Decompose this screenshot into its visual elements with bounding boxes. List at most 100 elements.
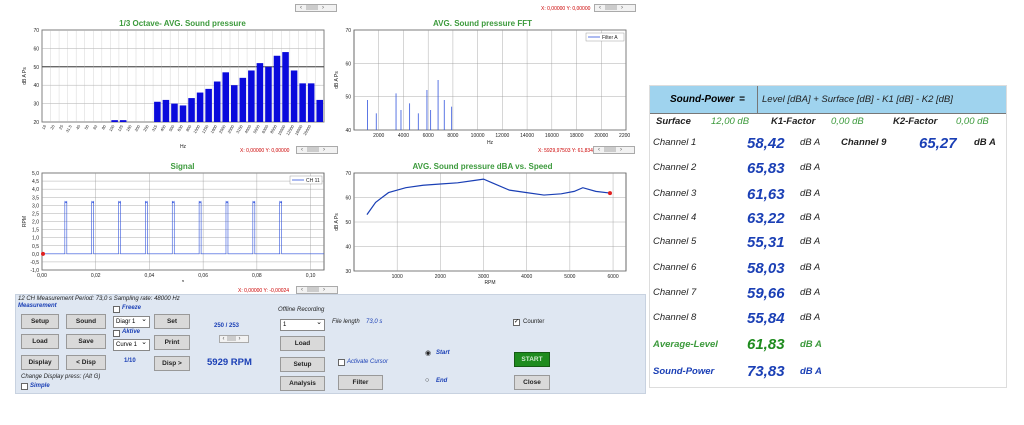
fft-ytick: 60 [345, 61, 351, 67]
signal-scrollbar[interactable]: ‹ › [296, 286, 338, 294]
analysis-button[interactable]: Analysis [280, 376, 325, 391]
speed-ylabel: dB A Ps [334, 213, 340, 231]
print-button[interactable]: Print [154, 335, 190, 350]
next-disp-button[interactable]: Disp > [154, 356, 190, 371]
sound-power-panel: Sound-Power = Level [dBA] + Surface [dB]… [649, 85, 1007, 388]
freeze-checkbox[interactable] [113, 306, 120, 313]
octave-bar [171, 103, 178, 122]
load-button[interactable]: Load [21, 334, 59, 349]
fft-ytick: 50 [345, 95, 351, 101]
sound-button[interactable]: Sound [66, 314, 106, 329]
octave-bar [162, 99, 170, 122]
channel-4-value: 63,22 [747, 210, 785, 227]
octave-bar [290, 70, 298, 122]
curve-select[interactable]: Curve 1 [113, 338, 150, 351]
signal-ytick: -0,5 [30, 260, 39, 266]
fft-coords: X: 5929,97503 Y: 61,83410 [538, 148, 599, 154]
speed-ytick: 50 [345, 220, 351, 226]
channel-2-value: 65,83 [747, 160, 785, 177]
frame-scrollbar[interactable]: ‹ › [219, 335, 249, 343]
channel-3-name: Channel 3 [653, 188, 697, 199]
fft-legend-label: Filter A [602, 35, 618, 41]
signal-xtick: 0,08 [252, 273, 262, 279]
octave-xtick: 63 [92, 123, 99, 130]
average-level-unit: dB A [800, 339, 822, 350]
channel-4-unit: dB A [800, 212, 821, 223]
octave-xtick: 8000 [269, 123, 278, 134]
signal-cursor-dot [41, 251, 45, 256]
signal-title: Signal [170, 162, 195, 171]
fft-ylabel: dB A Ps [334, 71, 340, 89]
k2-value: 0,00 dB [956, 116, 989, 127]
file-select[interactable]: 1 [280, 318, 325, 331]
octave-ytick: 20 [33, 120, 39, 126]
channel-5-unit: dB A [800, 236, 821, 247]
channel-9-name: Channel 9 [841, 137, 887, 148]
octave-ytick: 50 [33, 65, 39, 71]
octave-bar [273, 55, 281, 122]
octave-xtick: 10000 [277, 123, 287, 136]
end-radio[interactable]: ○ [425, 377, 430, 384]
channel-1-unit: dB A [800, 137, 821, 148]
signal-ytick: 1,0 [32, 236, 39, 242]
signal-xlabel: s [182, 279, 185, 282]
diagram-select[interactable]: Diagr 1 [113, 315, 150, 328]
save-button[interactable]: Save [66, 334, 106, 349]
channel-6-unit: dB A [800, 262, 821, 273]
control-panel: 12 CH Measurement Period: 73,0 s Samplin… [15, 294, 646, 394]
surface-label: Surface [656, 116, 691, 127]
simple-checkbox[interactable] [21, 383, 28, 390]
fft-xtick: 20000 [594, 133, 608, 139]
start-button[interactable]: START [514, 352, 550, 367]
octave-xtick: 20000 [302, 123, 312, 136]
octave-coords: X: 0,00000 Y: 0,00000 [240, 148, 290, 154]
set-button[interactable]: Set [154, 314, 190, 329]
octave-bar [316, 99, 323, 122]
octave-bar [119, 120, 127, 122]
speed-xtick: 3000 [478, 274, 489, 280]
speed-chart: 70 60 50 40 30 1000 2000 3000 4000 5000 6000 RPM dB … [334, 171, 627, 286]
sound-power-header-label: Sound-Power [670, 94, 735, 105]
channel-6-name: Channel 6 [653, 262, 697, 273]
aktive-checkbox[interactable] [113, 330, 120, 337]
signal-pulse-marker: ✕ [144, 200, 148, 206]
sound-power-unit: dB A [800, 366, 822, 377]
octave-xtick: 2500 [226, 123, 235, 134]
channel-9-value: 65,27 [919, 135, 957, 152]
octave-scrollbar[interactable]: ‹ › [295, 4, 337, 12]
channel-1-value: 58,42 [747, 135, 785, 152]
fft-legend-box [585, 32, 625, 42]
octave-bar [282, 52, 289, 122]
fft-scrollbar-2[interactable]: ‹ › [593, 146, 635, 154]
octave-bar [299, 83, 306, 122]
signal-xtick: 0,02 [91, 273, 101, 279]
activate-cursor-checkbox[interactable] [338, 359, 345, 366]
octave-xtick: 800 [185, 123, 193, 132]
counter-checkbox[interactable]: ✓ [513, 319, 520, 326]
fft-scrollbar[interactable]: ‹ › [594, 4, 636, 12]
frame-counter: 250 / 253 [214, 323, 240, 329]
close-button[interactable]: Close [514, 375, 550, 390]
setup-button[interactable]: Setup [21, 314, 59, 329]
fft-xtick: 6000 [423, 133, 434, 139]
start-radio[interactable]: ◉ [425, 350, 432, 357]
sound-power-value: 73,83 [747, 363, 785, 380]
octave-bar [307, 83, 315, 122]
counter-label: Counter [523, 319, 545, 325]
offline-load-button[interactable]: Load [280, 336, 325, 351]
channel-7-name: Channel 7 [653, 287, 697, 298]
fft-ytick: 70 [345, 28, 351, 34]
signal-ytick: 2,0 [32, 220, 39, 226]
octave-bar [231, 85, 238, 122]
speed-xtick: 6000 [607, 274, 618, 280]
signal-pulse-marker: ✕ [252, 200, 256, 206]
signal-pulse-marker: ✕ [198, 200, 202, 206]
octave-scrollbar-2[interactable]: ‹ › [296, 146, 338, 154]
octave-xtick: 250 [142, 123, 150, 132]
fft-xtick: 12000 [495, 133, 509, 139]
display-button[interactable]: Display [21, 355, 59, 370]
offline-setup-button[interactable]: Setup [280, 357, 325, 372]
prev-disp-button[interactable]: < Disp [66, 355, 106, 370]
fft-xtick: 18000 [570, 133, 584, 139]
filter-button[interactable]: Filter [338, 375, 383, 390]
